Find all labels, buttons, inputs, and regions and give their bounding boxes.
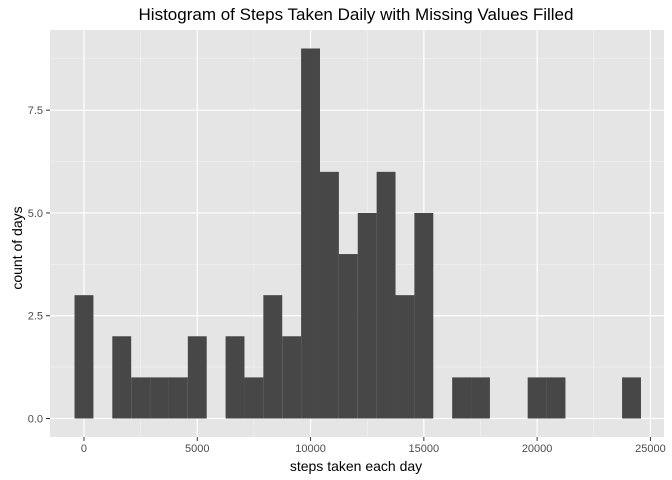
x-axis: 0 5000 10000 15000 20000 25000 [81, 437, 666, 455]
x-tick-label: 20000 [522, 443, 553, 455]
histogram-bar [301, 48, 320, 419]
histogram-bar [376, 171, 396, 419]
histogram-bar [452, 377, 472, 419]
histogram-bar [357, 212, 377, 419]
histogram-bar [244, 377, 264, 419]
y-tick-label: 5.0 [28, 208, 43, 220]
x-tick-label: 5000 [185, 443, 209, 455]
histogram-bar [471, 377, 490, 419]
histogram-bar [187, 336, 207, 419]
x-tick-label: 15000 [409, 443, 440, 455]
y-tick-label: 7.5 [28, 105, 43, 117]
x-axis-title: steps taken each day [290, 458, 422, 474]
y-axis-title: count of days [9, 206, 25, 289]
histogram-bar [338, 254, 358, 419]
x-tick-label: 0 [81, 443, 87, 455]
histogram-bar [131, 377, 151, 419]
y-tick-label: 0.0 [28, 414, 43, 426]
histogram-bar [282, 336, 302, 419]
histogram-bar [263, 295, 283, 419]
histogram-bar [527, 377, 547, 419]
histogram-bar [622, 377, 641, 419]
histogram-bar [395, 295, 415, 419]
x-tick-label: 25000 [635, 443, 666, 455]
x-tick-label: 10000 [295, 443, 326, 455]
histogram-bar [74, 295, 94, 419]
histogram-bar [225, 336, 245, 419]
histogram-bar [546, 377, 566, 419]
histogram-bar [168, 377, 188, 419]
y-axis: 0.0 2.5 5.0 7.5 [28, 105, 50, 426]
histogram-bar [150, 377, 169, 419]
histogram-bar [414, 212, 434, 419]
chart-title: Histogram of Steps Taken Daily with Miss… [139, 5, 574, 24]
y-tick-label: 2.5 [28, 311, 43, 323]
histogram-bar [112, 336, 132, 419]
histogram-bars [74, 48, 641, 419]
histogram-bar [319, 171, 339, 419]
